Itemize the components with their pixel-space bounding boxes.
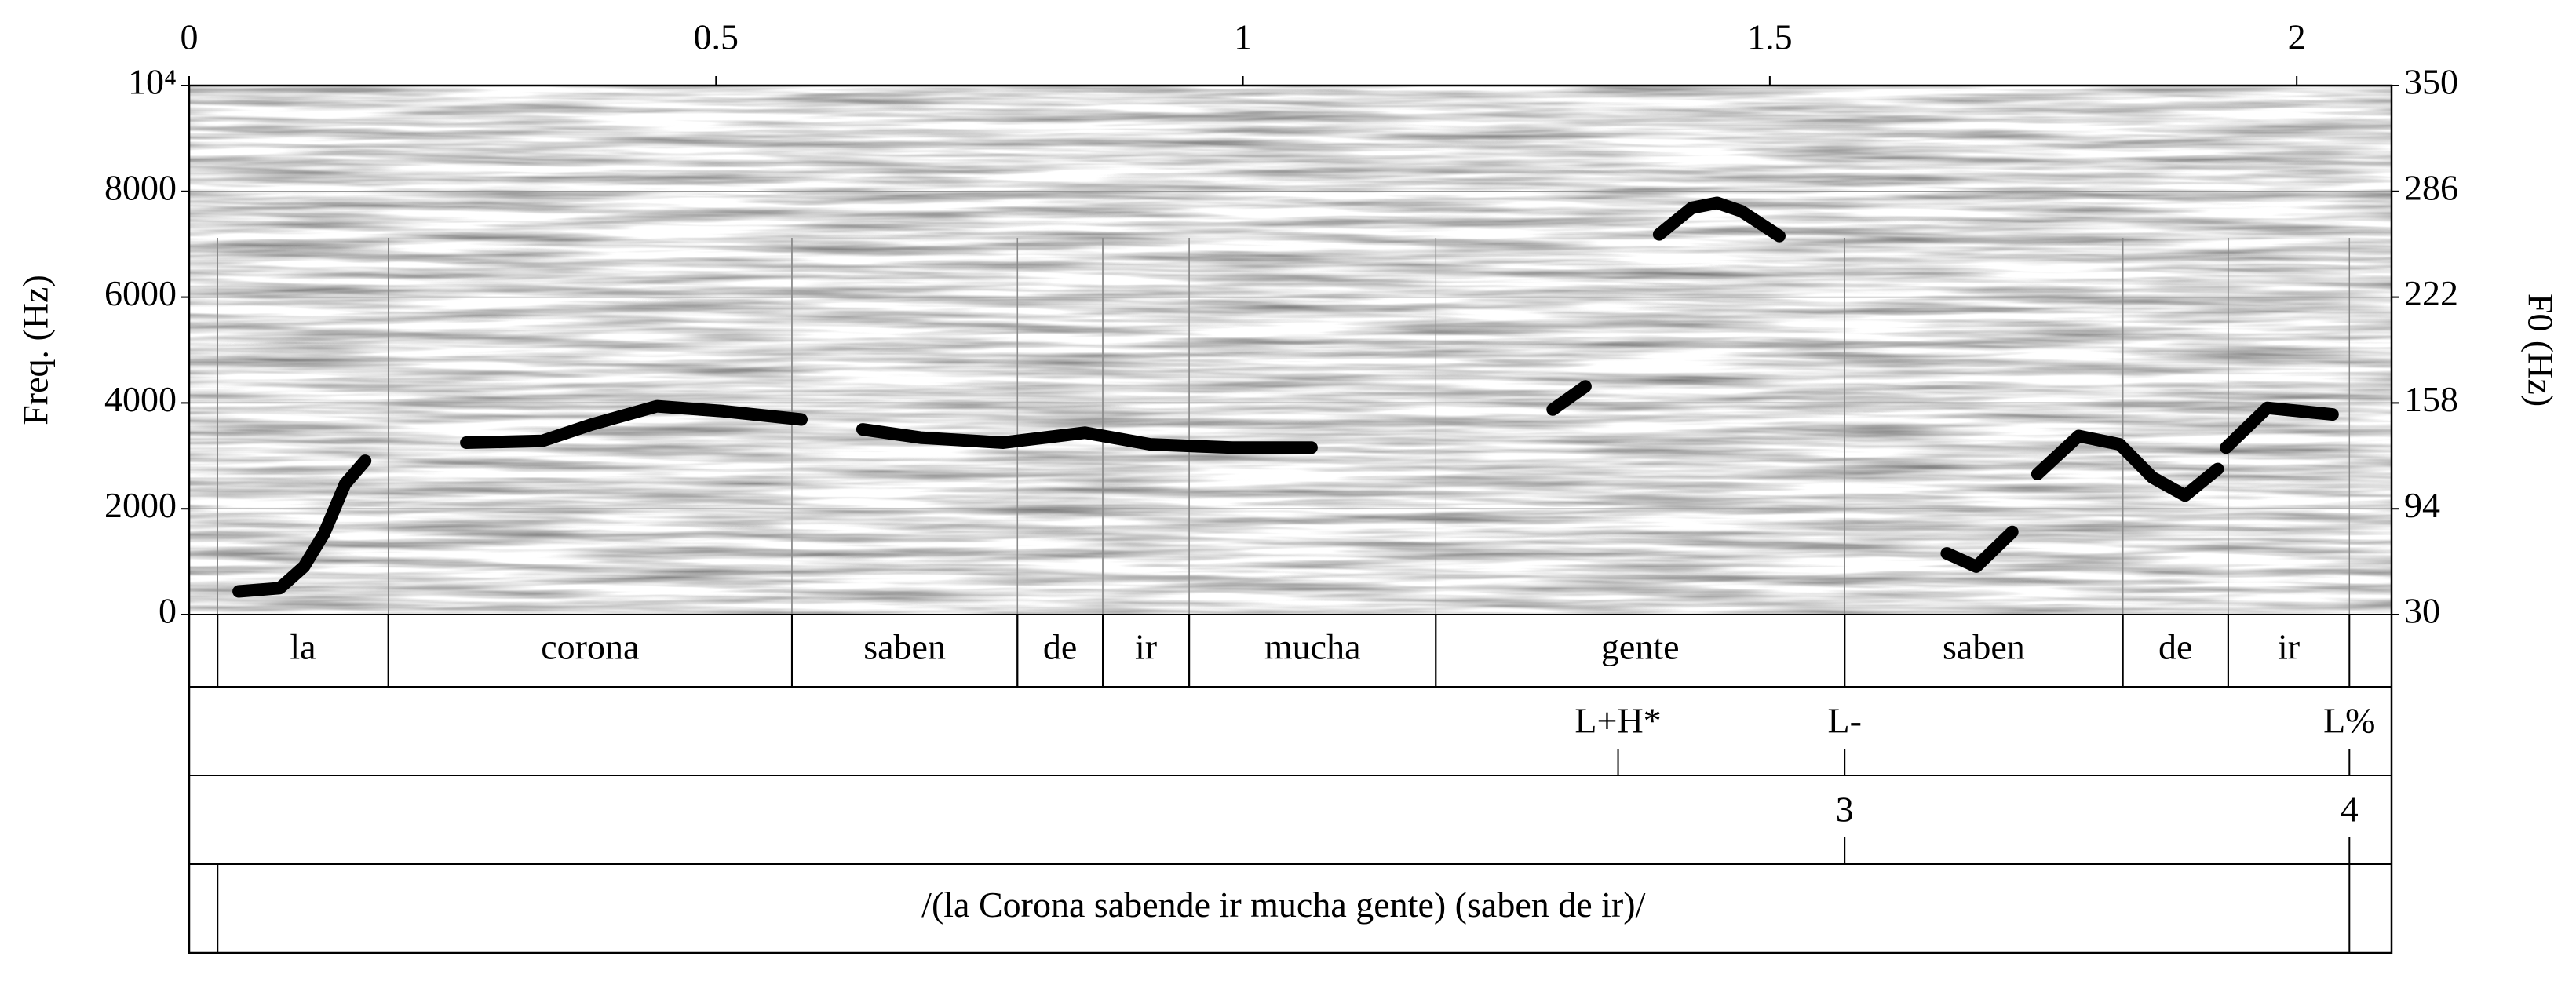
tier-label: ir	[1135, 627, 1157, 667]
tier-label: gente	[1601, 627, 1680, 667]
tier-label: la	[290, 627, 316, 667]
y2-tick-label: 350	[2404, 62, 2458, 102]
x-tick-label: 2	[2288, 17, 2306, 57]
tier-label: corona	[541, 627, 639, 667]
y2-tick-label: 94	[2404, 485, 2440, 525]
tier-label: de	[2158, 627, 2192, 667]
tier-label: L-	[1827, 701, 1861, 741]
y-tick-label: 6000	[104, 273, 177, 313]
x-tick-label: 1	[1234, 17, 1252, 57]
y-axis-label: Freq. (Hz)	[16, 275, 56, 425]
y2-axis-label: F0 (Hz)	[2520, 294, 2560, 407]
tier-label: mucha	[1264, 627, 1361, 667]
tier-label: /(la Corona sabende ir mucha gente) (sab…	[921, 885, 1645, 925]
x-tick-label: 0	[181, 17, 199, 57]
tier-label: saben	[863, 627, 946, 667]
tier-label: saben	[1943, 627, 2025, 667]
y-tick-label: 8000	[104, 167, 177, 207]
x-tick-label: 1.5	[1747, 17, 1793, 57]
tier-label: 3	[1836, 790, 1854, 830]
tier-label: L%	[2323, 701, 2375, 741]
y2-tick-label: 286	[2404, 167, 2458, 207]
y2-tick-label: 30	[2404, 591, 2440, 631]
tier-label: de	[1043, 627, 1077, 667]
y-tick-label: 0	[159, 591, 177, 631]
y-tick-label: 4000	[104, 379, 177, 419]
y-tick-label: 2000	[104, 485, 177, 525]
y2-tick-label: 158	[2404, 379, 2458, 419]
tier-label: 4	[2341, 790, 2359, 830]
spectrogram-texture	[189, 86, 2392, 615]
pitch-track	[232, 196, 2339, 598]
y2-tick-label: 222	[2404, 273, 2458, 313]
plot-frame	[188, 84, 2393, 954]
tier-label: L+H*	[1574, 701, 1661, 741]
tier-label: ir	[2278, 627, 2300, 667]
y-tick-label: 10⁴	[128, 62, 177, 102]
x-tick-label: 0.5	[694, 17, 739, 57]
